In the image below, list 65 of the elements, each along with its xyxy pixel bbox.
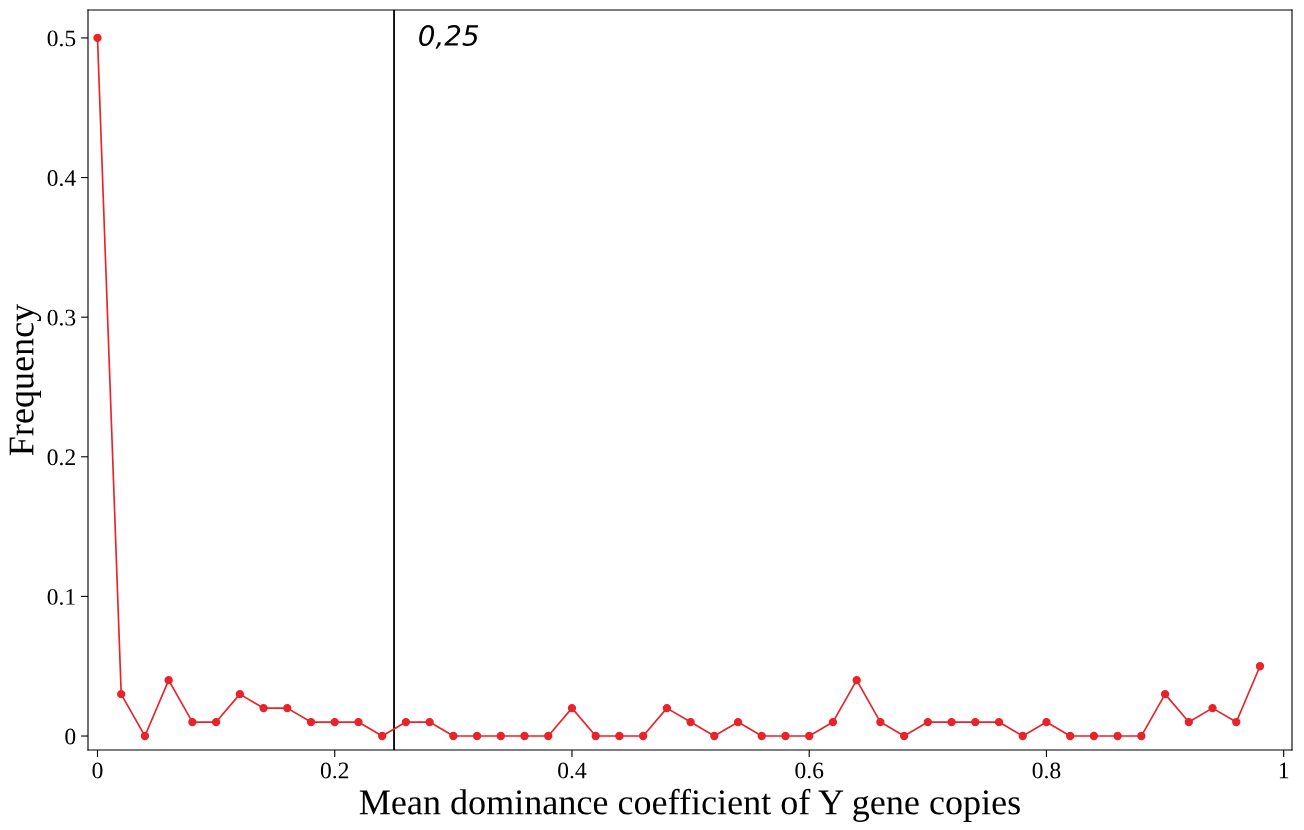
point (1137, 731, 1146, 741)
point (733, 717, 743, 727)
point (354, 717, 363, 727)
point (401, 717, 411, 727)
point (1018, 731, 1027, 741)
point (259, 703, 268, 713)
point (899, 731, 909, 741)
x-axis-title: Mean dominance coefficient of Y gene copies (359, 788, 1020, 822)
point (1255, 662, 1265, 671)
point (852, 676, 861, 685)
y-tick-label: 0.1 (47, 588, 75, 605)
point (472, 731, 482, 741)
point (1089, 731, 1099, 741)
y-tick-label: 0 (65, 728, 76, 745)
point (662, 703, 672, 713)
point (567, 703, 577, 713)
point (615, 731, 624, 741)
point (425, 717, 434, 727)
point (828, 717, 838, 727)
point (923, 717, 933, 727)
point (188, 717, 197, 727)
point (117, 689, 126, 699)
point (378, 731, 387, 741)
point (591, 731, 600, 741)
point (686, 717, 695, 727)
x-tick-label: 0.8 (1032, 762, 1061, 779)
x-tick-label: 0.4 (558, 762, 587, 779)
point (971, 717, 980, 727)
point (1113, 731, 1122, 741)
point (1208, 703, 1217, 713)
point (805, 731, 814, 741)
point (306, 717, 316, 727)
point (757, 731, 766, 741)
y-tick-label: 0.2 (47, 449, 75, 466)
point (1232, 717, 1241, 727)
point (876, 717, 885, 727)
point (140, 731, 150, 741)
y-tick-label: 0.3 (47, 309, 76, 326)
point (164, 676, 173, 685)
x-tick-label: 1 (1279, 762, 1289, 779)
point (1184, 717, 1193, 727)
point (1042, 717, 1051, 727)
point (994, 717, 1004, 727)
point (211, 717, 221, 727)
point (638, 731, 648, 741)
point (449, 731, 458, 741)
point (520, 731, 529, 741)
x-tick-label: 0 (92, 762, 103, 779)
point (93, 33, 102, 43)
point (710, 731, 719, 741)
point (235, 689, 245, 699)
point (1066, 731, 1075, 741)
x-tick-label: 0.6 (795, 762, 824, 779)
point (496, 731, 505, 741)
x-tick-label: 0.2 (320, 762, 349, 779)
point (330, 717, 339, 727)
y-tick-label: 0.4 (47, 170, 76, 187)
y-axis-title: Frequency (9, 303, 42, 456)
point (544, 731, 553, 741)
point (283, 703, 292, 713)
y-tick-label: 0.5 (47, 30, 76, 47)
point (1160, 689, 1170, 699)
point (781, 731, 790, 741)
ref-line-label: 0,25 (419, 24, 479, 49)
point (947, 717, 956, 727)
